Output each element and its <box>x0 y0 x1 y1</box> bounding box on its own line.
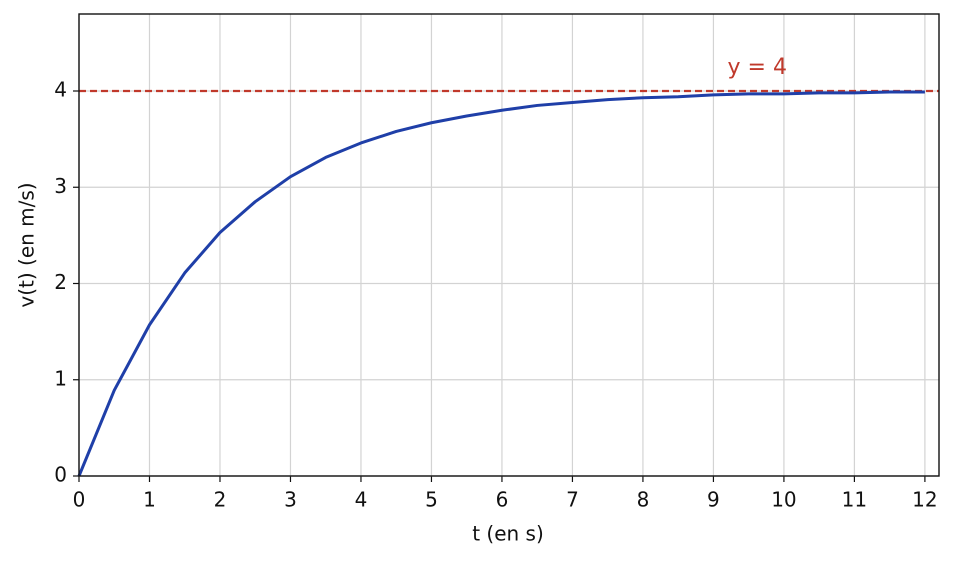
y-tick-label: 3 <box>54 174 67 198</box>
data-line <box>77 90 925 477</box>
x-tick-label: 10 <box>771 488 796 512</box>
x-axis-label: t (en s) <box>472 522 544 546</box>
x-tick-label: 0 <box>73 488 86 512</box>
x-tick-label: 7 <box>566 488 579 512</box>
x-tick-label: 4 <box>355 488 368 512</box>
plot-frame <box>78 13 940 477</box>
y-tick-label: 2 <box>54 270 67 294</box>
x-tick-label: 12 <box>912 488 937 512</box>
x-tick-label: 9 <box>707 488 720 512</box>
x-tick-label: 2 <box>214 488 227 512</box>
x-tick-label: 5 <box>425 488 438 512</box>
y-tick-label: 4 <box>54 78 67 102</box>
x-tick-label: 6 <box>496 488 509 512</box>
x-tick-label: 1 <box>143 488 156 512</box>
y-tick-label: 1 <box>54 366 67 390</box>
x-tick-label: 8 <box>637 488 650 512</box>
y-axis-label: v(t) (en m/s) <box>15 182 39 307</box>
y-tick-label: 0 <box>54 463 67 487</box>
x-tick-label: 3 <box>284 488 297 512</box>
x-tick-label: 11 <box>842 488 867 512</box>
reference-label: y = 4 <box>728 55 787 80</box>
